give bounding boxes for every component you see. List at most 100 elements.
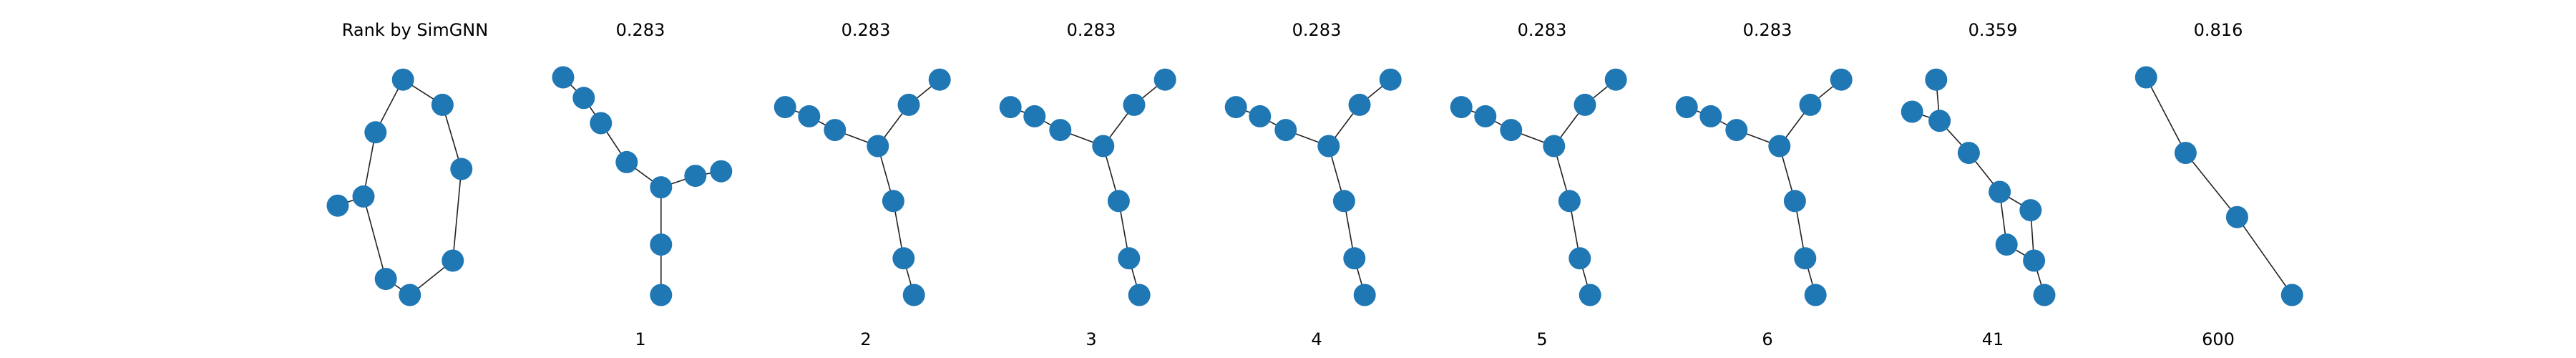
graph-edge [363, 196, 386, 279]
graph-node [1830, 68, 1853, 91]
graph-node [1049, 119, 1072, 142]
graph-node [774, 96, 796, 119]
graph-node [1128, 284, 1151, 306]
graph-node [684, 165, 707, 188]
graph-node [2225, 205, 2248, 228]
graph-node [1901, 100, 1923, 123]
graph-node [1092, 135, 1115, 158]
graph-edge [441, 105, 462, 170]
graph-node [2019, 199, 2042, 222]
graph-panel-query: Rank by SimGNN [326, 20, 488, 306]
graph-panel-candidate-6: 0.283 6 [1675, 20, 1853, 349]
graph-node [1118, 247, 1141, 270]
graph-edge [2236, 216, 2293, 296]
similarity-score-label: 0.283 [1518, 20, 1567, 40]
graph-node [1957, 142, 1980, 165]
graph-node [450, 158, 473, 180]
graph-panel-candidate-41: 0.359 41 [1901, 20, 2056, 349]
graph-node [326, 194, 349, 217]
graph-node [590, 112, 613, 135]
graph-node [1768, 135, 1791, 158]
graph-node [1675, 96, 1698, 119]
graph-node [1794, 247, 1817, 270]
graph-node [615, 150, 638, 173]
graph-node [552, 66, 575, 89]
graph-panel-candidate-2: 0.283 2 [774, 20, 951, 349]
rank-label: 3 [1085, 329, 1096, 349]
similarity-score-label: 0.283 [616, 20, 665, 40]
rank-label: 41 [1982, 329, 2004, 349]
graph-node [1699, 105, 1722, 127]
graph-node [902, 284, 925, 306]
rank-label: 4 [1311, 329, 1322, 349]
graph-edge [452, 168, 462, 261]
graph-node [1348, 93, 1371, 116]
graph-node [1023, 105, 1046, 127]
graph-node [1989, 180, 2011, 203]
graph-node [1343, 247, 1366, 270]
graph-node [1474, 105, 1497, 127]
graph-node [1450, 96, 1473, 119]
graph-edge [2145, 77, 2187, 153]
graph-node [1799, 93, 1822, 116]
graph-node [1558, 190, 1581, 213]
similarity-score-label: 0.283 [841, 20, 891, 40]
similarity-score-label: 0.816 [2194, 20, 2243, 40]
graph-node [431, 93, 454, 116]
graph-node [1925, 68, 1948, 91]
graph-node [1379, 68, 1402, 91]
graph-node [1153, 68, 1176, 91]
graph-node [391, 68, 414, 91]
graph-node [1317, 135, 1340, 158]
graph-node [1123, 93, 1146, 116]
graph-node [2033, 284, 2056, 306]
graph-panel-candidate-5: 0.283 5 [1450, 20, 1627, 349]
graph-node [999, 96, 1022, 119]
graph-node [710, 160, 733, 183]
graph-edge [2185, 153, 2238, 218]
rank-label: 6 [1762, 329, 1772, 349]
graph-node [352, 185, 375, 208]
graph-node [1579, 284, 1601, 306]
rank-label: 1 [635, 329, 645, 349]
graph-node [2280, 284, 2303, 306]
similarity-score-label: 0.283 [1292, 20, 1342, 40]
graph-node [2174, 142, 2197, 165]
graph-node [1928, 110, 1951, 132]
rank-label: 5 [1536, 329, 1547, 349]
graph-node [2023, 249, 2046, 272]
graph-node [2135, 66, 2157, 89]
graph-node [1107, 190, 1130, 213]
graph-panel-candidate-600: 0.816 600 [2135, 20, 2303, 349]
graph-node [1574, 93, 1596, 116]
graph-node [928, 68, 951, 91]
graph-node [1332, 190, 1355, 213]
graph-node [650, 233, 673, 256]
similarity-score-label: 0.283 [1743, 20, 1792, 40]
graph-node [867, 135, 889, 158]
rank-label: 2 [860, 329, 871, 349]
graph-node [1568, 247, 1591, 270]
graph-node [1604, 68, 1627, 91]
graph-node [1543, 135, 1566, 158]
graph-panel-candidate-4: 0.283 4 [1224, 20, 1402, 349]
graph-node [1224, 96, 1247, 119]
graph-node [882, 190, 904, 213]
graph-node [650, 176, 673, 199]
graph-node [824, 119, 847, 142]
graph-node [892, 247, 915, 270]
graph-node [572, 87, 595, 110]
graph-node [1500, 119, 1523, 142]
graph-node [441, 249, 464, 272]
graph-node [1249, 105, 1272, 127]
graph-node [374, 268, 397, 291]
graph-node [798, 105, 821, 127]
similarity-score-label: 0.359 [1968, 20, 2018, 40]
graph-node [364, 121, 387, 144]
rank-label: 600 [2202, 329, 2235, 349]
graph-node [1353, 284, 1376, 306]
graph-node [1804, 284, 1827, 306]
similarity-score-label: 0.283 [1067, 20, 1116, 40]
graph-node [650, 284, 673, 306]
